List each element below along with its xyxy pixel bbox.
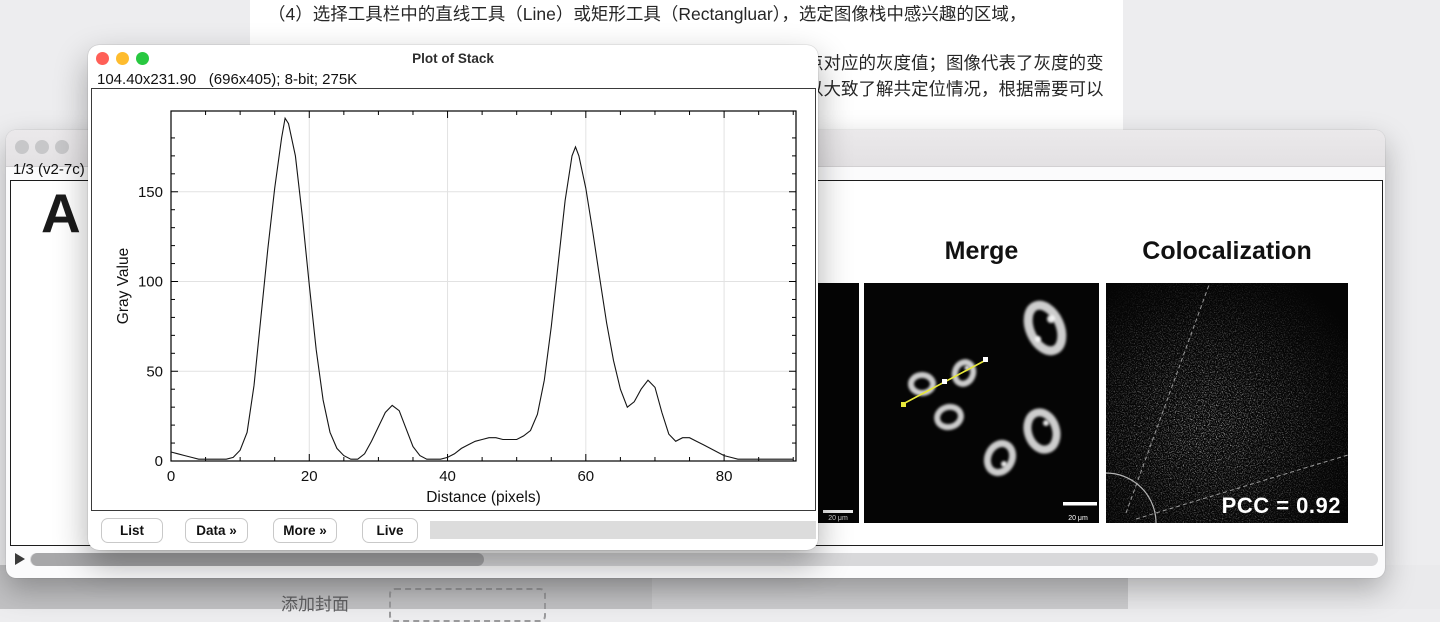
scalebar	[823, 510, 853, 513]
list-button[interactable]: List	[101, 518, 163, 543]
merge-panel-title: Merge	[944, 237, 1019, 265]
data-button[interactable]: Data »	[185, 518, 248, 543]
pcc-value-label: PCC = 0.92	[1221, 493, 1341, 518]
profile-plot: 0 20 40 60 80 0 50 100 150 Distance (pixels) Gray …	[115, 110, 797, 506]
scalebar-label: 20 μm	[1068, 515, 1088, 522]
zoom-icon[interactable]	[136, 52, 149, 65]
slice-info-label: 1/3 (v2-7c)	[13, 161, 85, 178]
svg-text:40: 40	[439, 468, 456, 485]
svg-text:0: 0	[155, 453, 163, 470]
document-text-line: 以大致了解共定位情况，根据需要可以	[806, 79, 1104, 99]
scalebar-label: 20 μm	[828, 515, 848, 522]
svg-text:100: 100	[138, 274, 163, 291]
cells-graphic	[901, 300, 1097, 506]
scalebar	[1063, 502, 1097, 506]
svg-text:Distance (pixels): Distance (pixels)	[426, 489, 541, 506]
svg-text:80: 80	[716, 468, 733, 485]
document-text-line: 点对应的灰度值；图像代表了灰度的变	[806, 53, 1104, 73]
svg-text:Gray Value: Gray Value	[115, 248, 132, 324]
figure-panel-label: A	[41, 182, 81, 244]
roi-handle[interactable]	[942, 379, 947, 384]
live-button[interactable]: Live	[362, 518, 418, 543]
coloc-scatter-graphic	[1106, 283, 1348, 523]
slice-scrollbar-thumb[interactable]	[31, 553, 484, 566]
colocalization-panel-title: Colocalization	[1142, 237, 1312, 265]
merge-image-panel[interactable]: 20 μm	[864, 283, 1099, 523]
minimize-icon[interactable]	[35, 140, 49, 154]
colocalization-image-panel[interactable]: PCC = 0.92	[1106, 283, 1348, 523]
zoom-icon[interactable]	[55, 140, 69, 154]
document-text-line: （4）选择工具栏中的直线工具（Line）或矩形工具（Rectangluar），选…	[268, 4, 1027, 24]
partial-image-panel[interactable]: 20 μm	[816, 283, 859, 523]
plot-window: Plot of Stack 104.40x231.90 (696x405); 8…	[88, 45, 818, 550]
plot-canvas[interactable]: 0 20 40 60 80 0 50 100 150 Distance (pixels) Gray …	[91, 88, 816, 511]
svg-text:0: 0	[167, 468, 175, 485]
svg-text:20: 20	[301, 468, 318, 485]
close-icon[interactable]	[15, 140, 29, 154]
plot-status-bar	[430, 521, 816, 539]
add-cover-button[interactable]: 添加封面	[281, 595, 349, 614]
svg-text:150: 150	[138, 184, 163, 201]
more-button[interactable]: More »	[273, 518, 337, 543]
roi-handle[interactable]	[901, 402, 906, 407]
window-title: Plot of Stack	[412, 51, 494, 66]
roi-handle[interactable]	[983, 357, 988, 362]
close-icon[interactable]	[96, 52, 109, 65]
cover-placeholder-box[interactable]	[389, 588, 546, 622]
slice-scrollbar[interactable]	[30, 553, 1378, 566]
svg-text:50: 50	[146, 363, 163, 380]
play-button[interactable]	[15, 553, 25, 565]
plot-info-label: 104.40x231.90 (696x405); 8-bit; 275K	[97, 71, 358, 88]
svg-text:60: 60	[577, 468, 594, 485]
minimize-icon[interactable]	[116, 52, 129, 65]
